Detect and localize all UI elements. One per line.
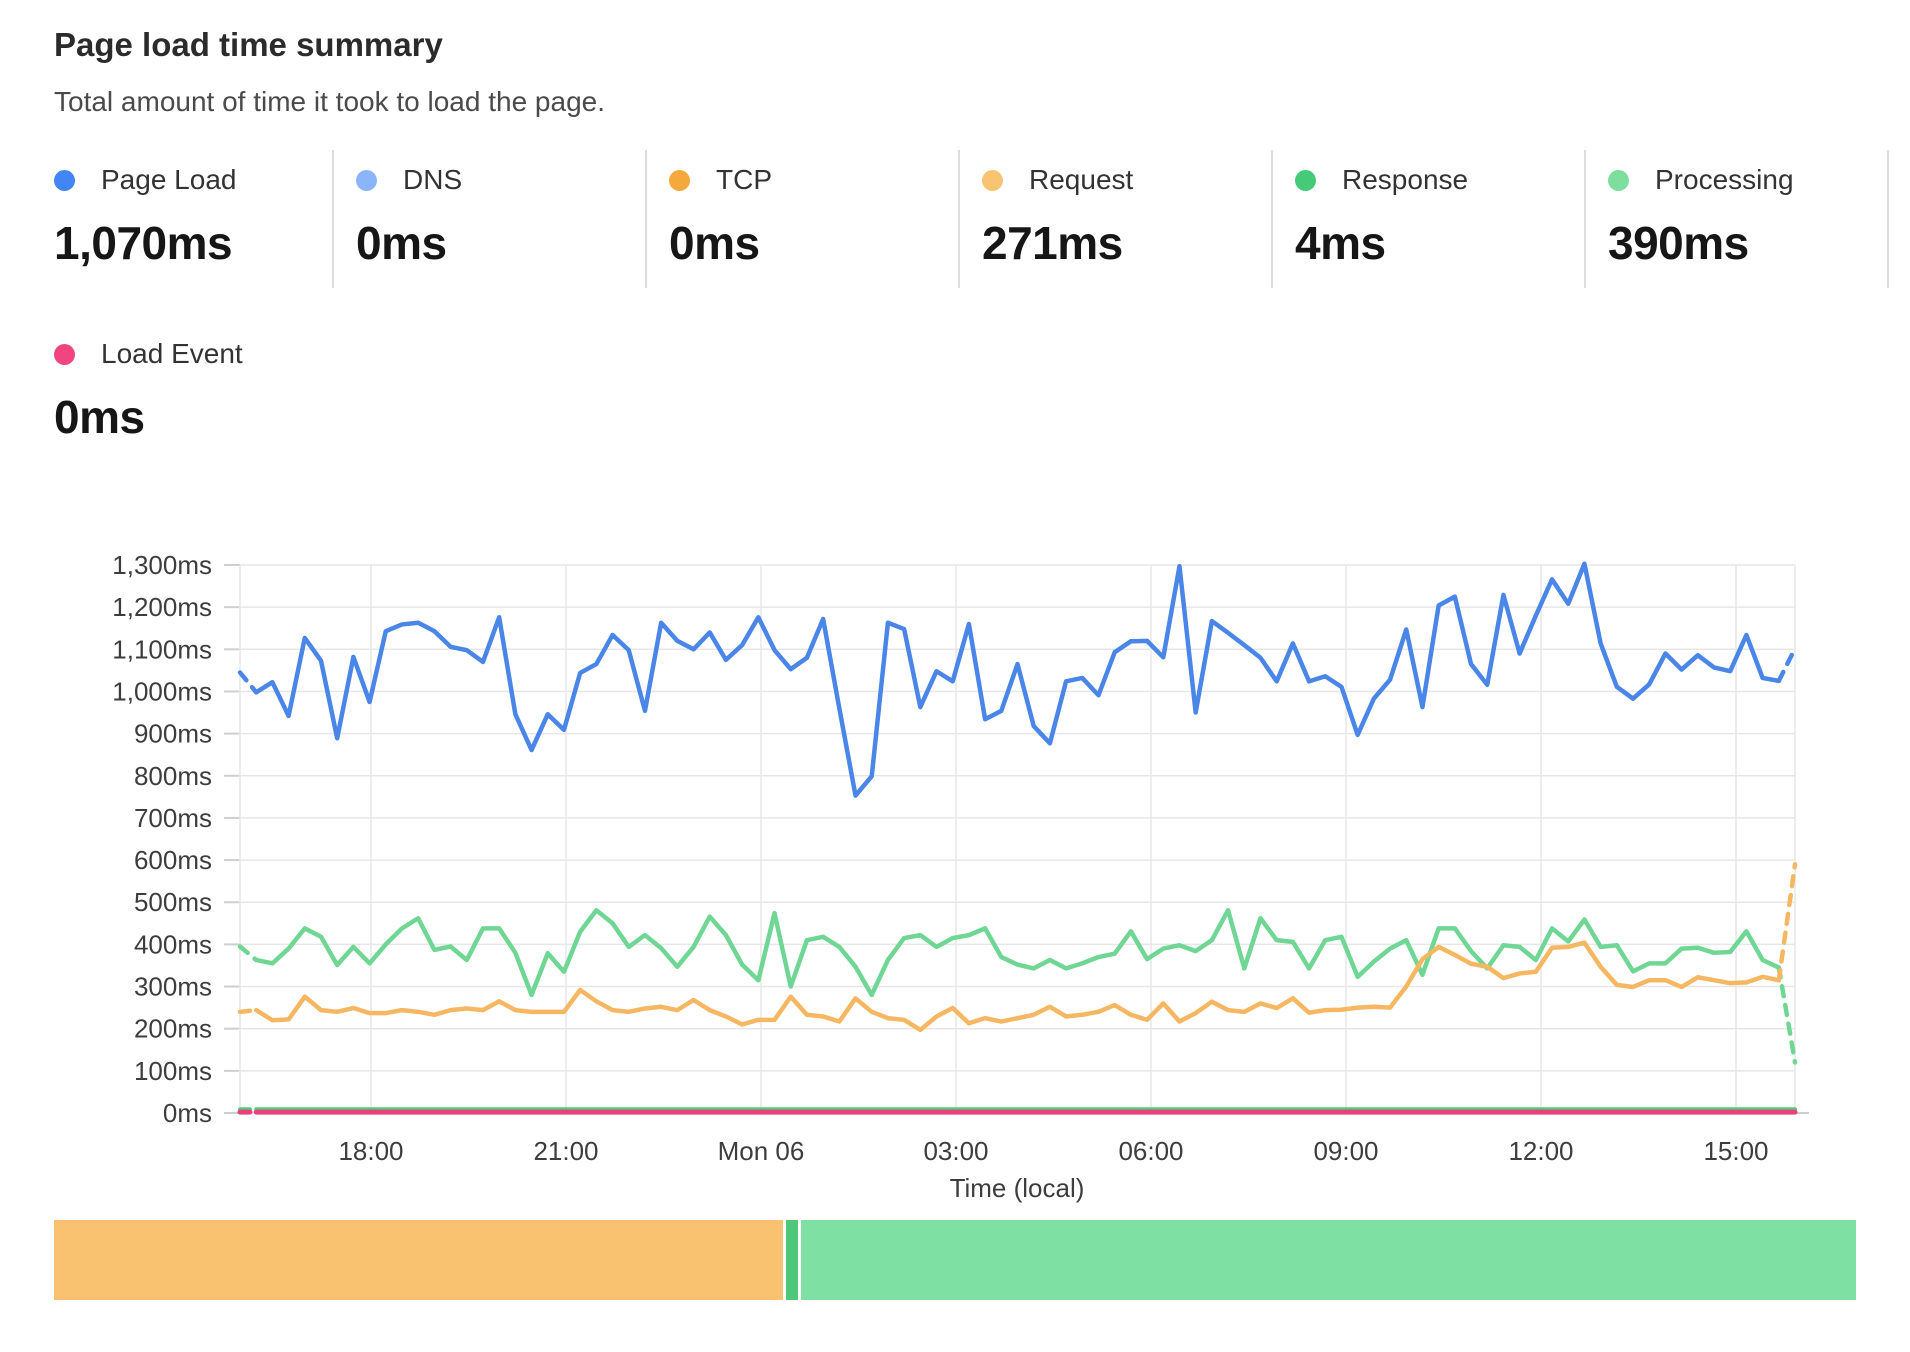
y-axis-tick-label: 100ms xyxy=(134,1056,212,1086)
metric-label: Processing xyxy=(1655,164,1794,195)
metric-value: 0ms xyxy=(669,217,760,269)
timeline-bar-segment-processing-share[interactable] xyxy=(801,1220,1856,1300)
load-time-chart[interactable]: 0ms 100ms 200ms 300ms 400ms 500ms 600ms 700ms 80… xyxy=(0,540,1910,1215)
metric-processing: Processing 390ms xyxy=(1608,158,1888,288)
request-legend-dot xyxy=(982,169,1003,191)
series-dash-start xyxy=(237,670,259,695)
metric-value: 0ms xyxy=(356,217,447,269)
metric-divider xyxy=(1887,150,1889,288)
x-axis-tick-label: 12:00 xyxy=(1508,1136,1573,1166)
y-axis-tick-label: 600ms xyxy=(134,845,212,875)
metric-value: 4ms xyxy=(1295,217,1386,269)
y-axis-tick-label: 1,000ms xyxy=(112,676,212,706)
metric-label: Request xyxy=(1029,164,1134,195)
load-event-legend-dot xyxy=(54,343,75,365)
x-axis-tick-label: 03:00 xyxy=(923,1136,988,1166)
metric-label: Page Load xyxy=(101,164,237,195)
series-line-page-load xyxy=(253,561,1782,798)
series-line-request xyxy=(253,940,1782,1033)
x-axis-tick-label: 18:00 xyxy=(338,1136,403,1166)
metric-header: Processing xyxy=(1608,158,1888,202)
metric-value: 271ms xyxy=(982,217,1123,269)
metric-header: DNS xyxy=(356,158,636,202)
processing-legend-dot xyxy=(1608,169,1629,191)
metric-tcp: TCP 0ms xyxy=(669,158,949,288)
series-dash-end xyxy=(1776,965,1798,1065)
metric-divider xyxy=(1584,150,1586,288)
y-axis-tick-label: 900ms xyxy=(134,719,212,749)
metric-header: Page Load xyxy=(54,158,334,202)
metric-dns: DNS 0ms xyxy=(356,158,636,288)
metric-header: Response xyxy=(1295,158,1575,202)
y-axis-tick-label: 1,100ms xyxy=(112,634,212,664)
metric-divider xyxy=(958,150,960,288)
metric-label: DNS xyxy=(403,164,463,195)
response-legend-dot xyxy=(1295,169,1316,191)
x-axis-tick-label: 09:00 xyxy=(1313,1136,1378,1166)
metric-divider xyxy=(645,150,647,288)
x-axis-title: Time (local) xyxy=(950,1173,1085,1203)
y-axis-tick-label: 400ms xyxy=(134,929,212,959)
x-axis-tick-label: 15:00 xyxy=(1703,1136,1768,1166)
metric-value: 390ms xyxy=(1608,217,1749,269)
metric-header: Request xyxy=(982,158,1262,202)
y-axis-tick-label: 0ms xyxy=(163,1098,212,1128)
series-line-processing xyxy=(253,907,1782,998)
y-axis-tick-label: 1,300ms xyxy=(112,550,212,580)
page-title: Page load time summary xyxy=(54,26,443,63)
x-axis-tick-label: 21:00 xyxy=(533,1136,598,1166)
y-axis-tick-label: 800ms xyxy=(134,761,212,791)
y-axis-tick-label: 1,200ms xyxy=(112,592,212,622)
y-axis-tick-label: 700ms xyxy=(134,803,212,833)
metric-divider xyxy=(1271,150,1273,288)
tcp-legend-dot xyxy=(669,169,690,191)
metric-label: Load Event xyxy=(101,338,243,369)
x-axis-tick-label: 06:00 xyxy=(1118,1136,1183,1166)
page-subtitle: Total amount of time it took to load the… xyxy=(54,86,606,117)
series-dash-start xyxy=(237,1007,259,1015)
dns-legend-dot xyxy=(356,169,377,191)
metric-value: 1,070ms xyxy=(54,217,233,269)
metric-label: TCP xyxy=(716,164,772,195)
y-axis-tick-label: 500ms xyxy=(134,887,212,917)
series-dash-end xyxy=(1776,862,1798,983)
metric-header: Load Event xyxy=(54,332,334,376)
y-axis-tick-label: 300ms xyxy=(134,972,212,1002)
metric-response: Response 4ms xyxy=(1295,158,1575,288)
metric-header: TCP xyxy=(669,158,949,202)
metric-value: 0ms xyxy=(54,391,145,443)
timeline-bar[interactable] xyxy=(54,1220,1856,1300)
metric-request: Request 271ms xyxy=(982,158,1262,288)
timeline-bar-segment-response-share[interactable] xyxy=(785,1220,799,1300)
y-axis-tick-label: 200ms xyxy=(134,1014,212,1044)
metric-page-load: Page Load 1,070ms xyxy=(54,158,334,288)
series-dash-end xyxy=(1776,646,1798,684)
metric-load-event: Load Event 0ms xyxy=(54,332,334,462)
x-axis-tick-label: Mon 06 xyxy=(718,1136,805,1166)
metric-divider xyxy=(332,150,334,288)
timeline-bar-segment-request-share[interactable] xyxy=(54,1220,783,1300)
series-dash-start xyxy=(237,944,259,963)
metric-label: Response xyxy=(1342,164,1469,195)
page-load-legend-dot xyxy=(54,169,75,191)
